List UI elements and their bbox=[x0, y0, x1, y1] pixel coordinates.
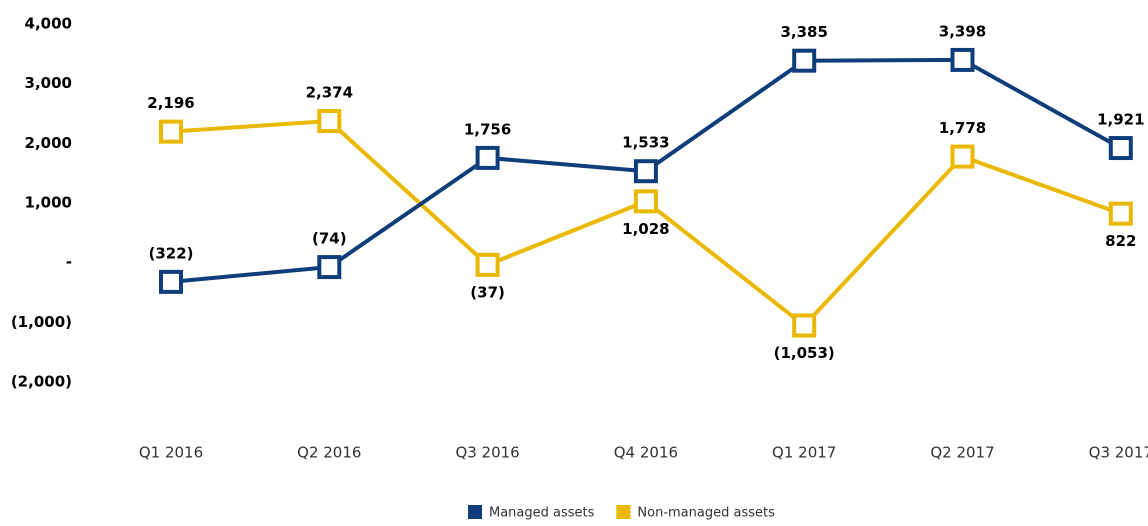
y-tick-label: (2,000) bbox=[11, 373, 72, 391]
marker bbox=[633, 189, 658, 214]
marker bbox=[475, 252, 500, 277]
marker bbox=[792, 48, 817, 73]
data-label: 1,756 bbox=[464, 120, 511, 138]
marker bbox=[792, 313, 817, 338]
data-label: (1,053) bbox=[774, 344, 835, 362]
marker bbox=[1108, 201, 1133, 226]
data-label: (74) bbox=[312, 230, 347, 248]
x-tick-label: Q2 2017 bbox=[930, 444, 994, 462]
y-tick-label: 1,000 bbox=[25, 194, 72, 212]
x-tick-label: Q1 2016 bbox=[139, 444, 203, 462]
data-label: 2,196 bbox=[147, 94, 194, 112]
data-label: 3,398 bbox=[939, 22, 986, 40]
y-tick-label: 4,000 bbox=[25, 15, 72, 33]
data-label: (37) bbox=[470, 283, 505, 301]
legend-label: Non-managed assets bbox=[637, 506, 775, 521]
marker bbox=[950, 144, 975, 169]
x-tick-label: Q4 2016 bbox=[614, 444, 678, 462]
legend-label: Managed assets bbox=[489, 506, 595, 521]
data-label: 2,374 bbox=[306, 84, 353, 102]
x-tick-label: Q2 2016 bbox=[297, 444, 361, 462]
data-label: 1,533 bbox=[622, 134, 669, 152]
marker bbox=[159, 119, 183, 144]
y-tick-label: (1,000) bbox=[11, 313, 72, 331]
legend-swatch bbox=[616, 505, 631, 519]
data-label: 1,778 bbox=[939, 119, 986, 137]
marker bbox=[475, 145, 500, 170]
marker bbox=[950, 47, 975, 72]
data-label: 3,385 bbox=[780, 23, 827, 41]
x-tick-label: Q1 2017 bbox=[772, 444, 836, 462]
data-label: (322) bbox=[148, 244, 193, 262]
y-tick-label: 2,000 bbox=[25, 134, 72, 152]
marker bbox=[317, 255, 342, 280]
y-tick-label: 3,000 bbox=[25, 74, 72, 92]
y-tick-label: - bbox=[66, 253, 72, 271]
marker bbox=[633, 159, 658, 184]
x-tick-label: Q3 2016 bbox=[455, 444, 519, 462]
data-label: 822 bbox=[1105, 232, 1136, 250]
marker bbox=[1108, 136, 1133, 161]
marker bbox=[159, 269, 183, 294]
legend-swatch bbox=[468, 505, 482, 519]
data-label: 1,028 bbox=[622, 220, 669, 238]
data-label: 1,921 bbox=[1097, 111, 1144, 129]
marker bbox=[317, 109, 342, 134]
x-tick-label: Q3 2017 bbox=[1089, 444, 1148, 462]
